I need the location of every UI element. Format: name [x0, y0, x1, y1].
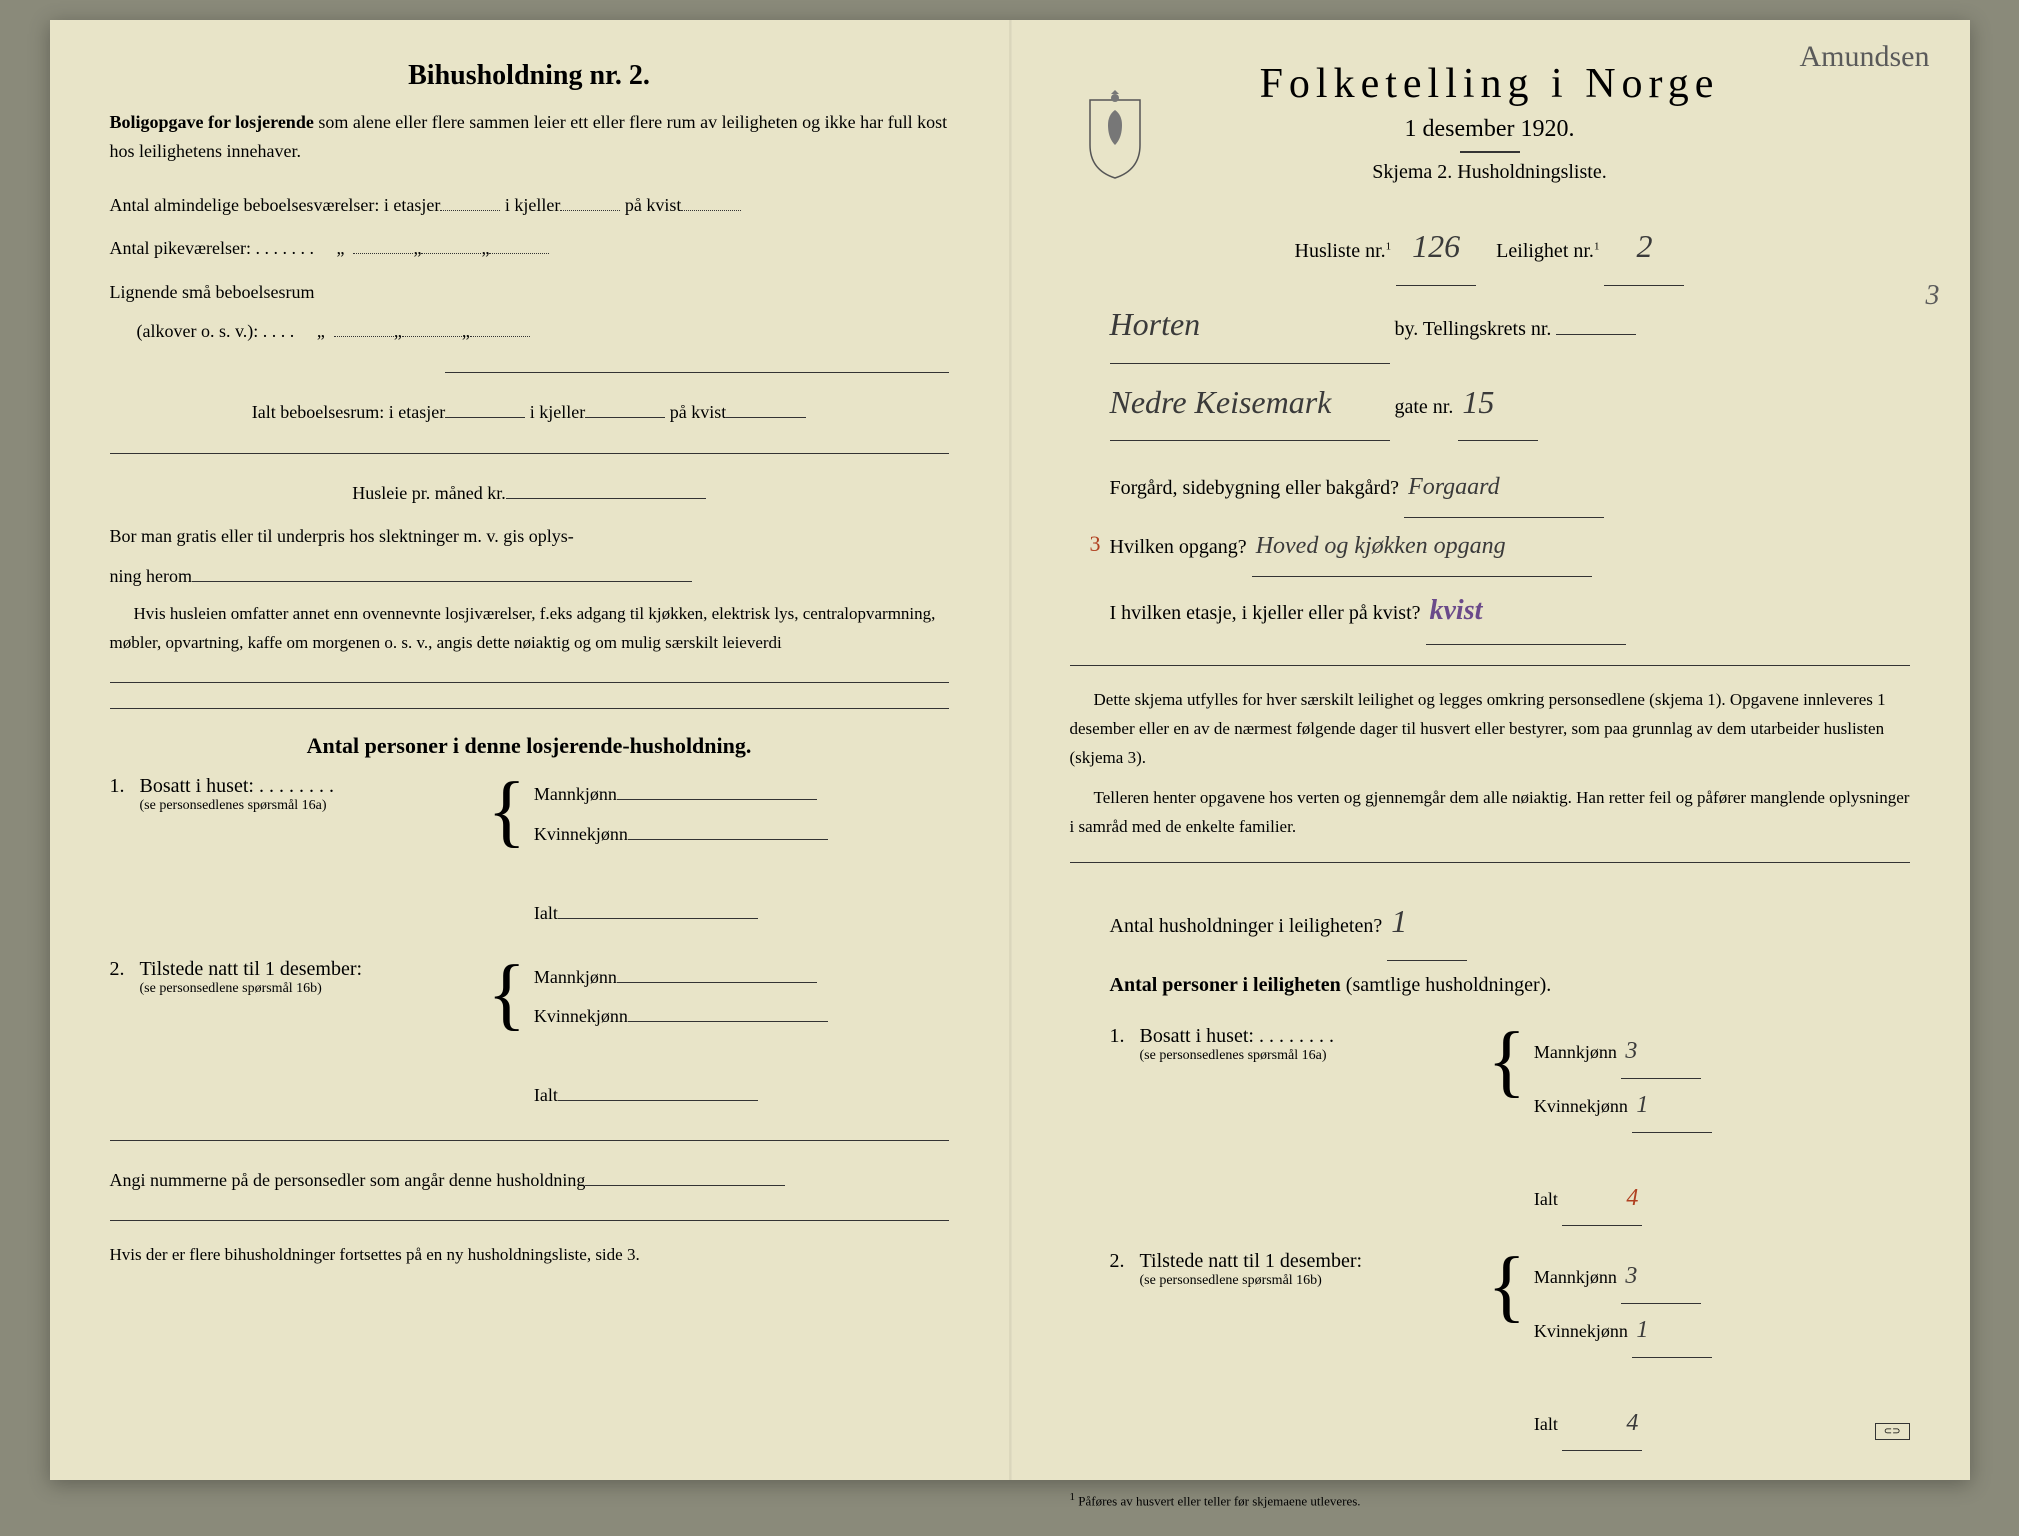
printer-stamp: ⊂⊃: [1875, 1423, 1910, 1440]
street-line: Nedre Keisemark gate nr. 15: [1110, 364, 1910, 442]
r1-kvinne: 1: [1632, 1079, 1712, 1133]
intro-paragraph: Boligopgave for losjerende som alene ell…: [110, 108, 949, 166]
rule-4: [110, 1140, 949, 1141]
item-2-right: 2. Tilstede natt til 1 desember: (se per…: [1110, 1250, 1910, 1451]
r2-mann: 3: [1621, 1250, 1701, 1304]
rent-line: Husleie pr. måned kr.: [110, 474, 949, 514]
street-nr: 15: [1458, 364, 1538, 442]
intro-bold: Boligopgave for losjerende: [110, 112, 314, 132]
section2-heading: Antal personer i denne losjerende-hushol…: [110, 733, 949, 759]
skjema-line: Skjema 2. Husholdningsliste.: [1070, 161, 1910, 184]
item-1-left: 1. Bosatt i huset: . . . . . . . . (se p…: [110, 775, 949, 933]
maid-rooms-line: Antal pikeværelser: . . . . . . . „ „„: [110, 229, 949, 269]
brace-icon: {: [1488, 1250, 1526, 1322]
margin-3: 3: [1926, 280, 1940, 312]
total-rooms-line: Ialt beboelsesrum: i etasjer i kjeller p…: [110, 393, 949, 433]
right-footnote: 1 Påføres av husvert eller teller før sk…: [1070, 1491, 1910, 1509]
item-2-left: 2. Tilstede natt til 1 desember: (se per…: [110, 958, 949, 1116]
header-block: Folketelling i Norge 1 desember 1920. Sk…: [1070, 60, 1910, 184]
census-document: Bihusholdning nr. 2. Boligopgave for los…: [50, 20, 1970, 1480]
q2-line: 3 Hvilken opgang? Hoved og kjøkken opgan…: [1110, 518, 1910, 577]
r2-kvinne: 1: [1632, 1304, 1712, 1358]
date-line: 1 desember 1920.: [1070, 116, 1910, 143]
rule-3: [110, 708, 949, 709]
person-count-list-left: 1. Bosatt i huset: . . . . . . . . (se p…: [110, 775, 949, 1116]
rooms-line-1: Antal almindelige beboelsesværelser: i e…: [110, 186, 949, 226]
brace-icon: {: [488, 958, 526, 1030]
title-rule: [1460, 151, 1520, 153]
antal-pers-heading: Antal personer i leiligheten (samtlige h…: [1110, 961, 1910, 1009]
brace-icon: {: [488, 775, 526, 847]
angi-line: Angi nummerne på de personsedler som ang…: [110, 1161, 949, 1201]
q1-value: Forgaard: [1404, 459, 1604, 518]
city-line: Horten by. Tellingskrets nr.: [1110, 286, 1910, 364]
q2-value: Hoved og kjøkken opgang: [1252, 518, 1592, 577]
left-heading: Bihusholdning nr. 2.: [110, 60, 949, 92]
left-page: Bihusholdning nr. 2. Boligopgave for los…: [50, 20, 1010, 1480]
leilighet-value: 2: [1604, 208, 1684, 286]
similar-rooms-line: Lignende små beboelsesrum (alkover o. s.…: [110, 273, 949, 352]
r1-ialt: 4: [1562, 1172, 1642, 1226]
red-margin-3: 3: [1090, 518, 1101, 571]
instr-2: Telleren henter opgavene hos verten og g…: [1070, 784, 1910, 842]
q3-line: I hvilken etasje, i kjeller eller på kvi…: [1110, 577, 1910, 645]
instr-1: Dette skjema utfylles for hver særskilt …: [1070, 686, 1910, 773]
person-count-list-right: 1. Bosatt i huset: . . . . . . . . (se p…: [1110, 1025, 1910, 1451]
city-value: Horten: [1110, 286, 1390, 364]
r2-ialt: 4: [1562, 1397, 1642, 1451]
antal-hush-value: 1: [1387, 883, 1467, 961]
rule-r1: [1070, 665, 1910, 666]
item-1-right: 1. Bosatt i huset: . . . . . . . . (se p…: [1110, 1025, 1910, 1226]
coat-of-arms-icon: [1080, 90, 1150, 180]
husliste-line: Husliste nr.1 126 Leilighet nr.1 2: [1070, 208, 1910, 286]
antal-hush-line: Antal husholdninger i leiligheten? 1: [1110, 883, 1910, 961]
q3-value: kvist: [1426, 577, 1626, 645]
q1-line: Forgård, sidebygning eller bakgård? Forg…: [1110, 459, 1910, 518]
r1-mann: 3: [1621, 1025, 1701, 1079]
right-page: Amundsen Folketelling i Norge 1 desember…: [1010, 20, 1970, 1480]
gratis-line: Bor man gratis eller til underpris hos s…: [110, 517, 949, 596]
rule-r2: [1070, 862, 1910, 863]
rule-1: [445, 372, 948, 373]
husliste-value: 126: [1396, 208, 1476, 286]
main-title: Folketelling i Norge: [1070, 60, 1910, 108]
rule-5: [110, 1220, 949, 1221]
street-value: Nedre Keisemark: [1110, 364, 1390, 442]
left-footnote: Hvis der er flere bihusholdninger fortse…: [110, 1241, 949, 1270]
extra-instructions: Hvis husleien omfatter annet enn ovennev…: [110, 600, 949, 658]
rule-2: [110, 453, 949, 454]
brace-icon: {: [1488, 1025, 1526, 1097]
